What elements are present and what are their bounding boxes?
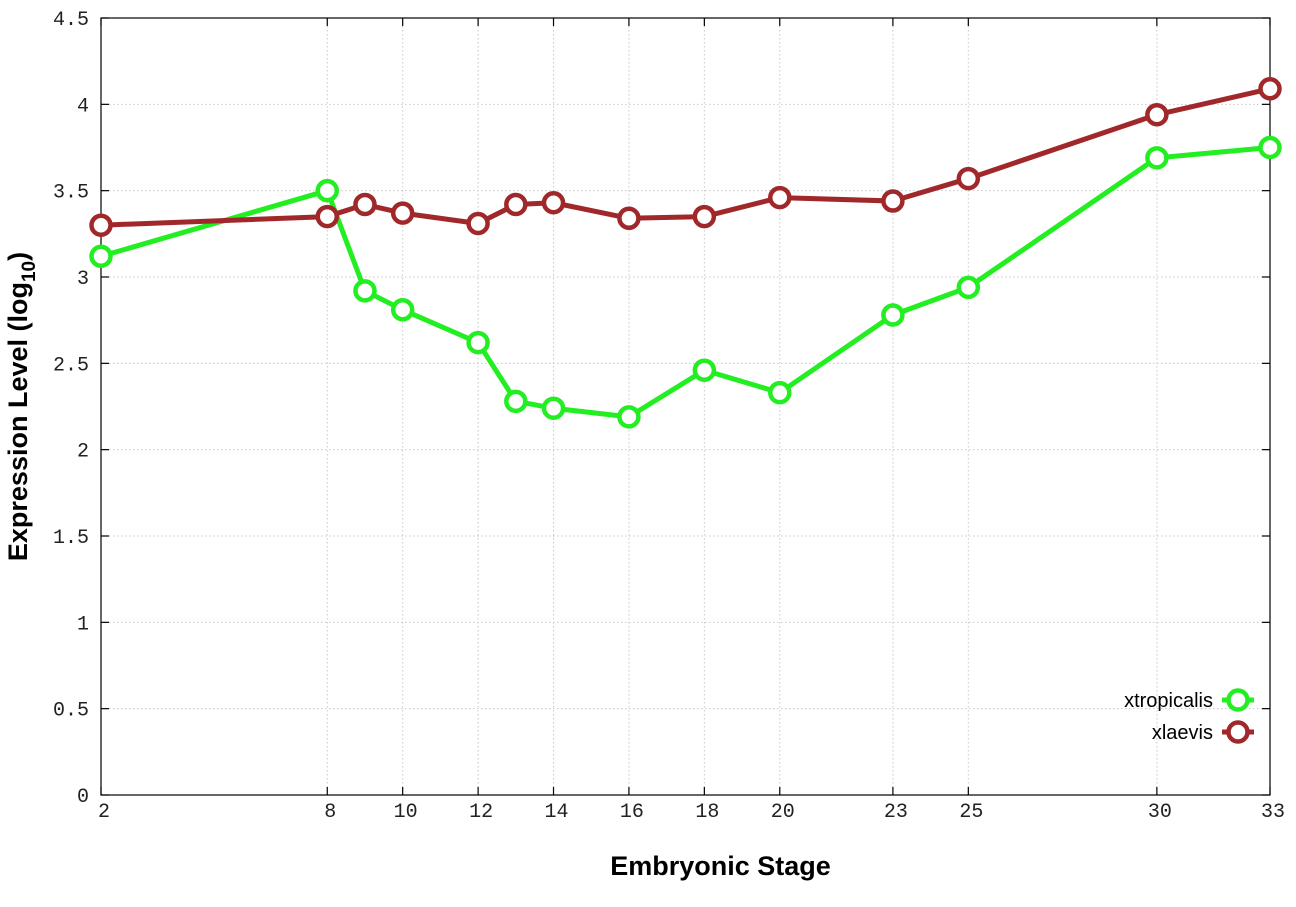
data-point-xtropicalis <box>1145 146 1169 170</box>
x-tick-label: 2 <box>98 801 110 824</box>
legend-label-xtropicalis: xtropicalis <box>1124 690 1213 712</box>
data-point-xtropicalis <box>692 358 717 382</box>
x-tick-label: 10 <box>394 801 418 824</box>
data-point-xtropicalis <box>466 330 490 355</box>
data-point-xtropicalis <box>956 275 981 300</box>
y-axis-title-close: ) <box>3 252 33 261</box>
data-point-xtropicalis <box>541 396 566 420</box>
x-tick-label: 12 <box>469 801 493 824</box>
y-tick-label: 0 <box>77 786 89 809</box>
grid <box>101 18 1270 795</box>
data-point-xlaevis <box>956 166 981 191</box>
data-point-xlaevis <box>390 201 415 225</box>
y-tick-label: 2 <box>77 441 89 464</box>
series-line-xtropicalis <box>100 145 1271 420</box>
y-axis-title-main: Expression Level (log <box>3 282 33 561</box>
x-tick-label: 30 <box>1148 801 1172 824</box>
data-point-xtropicalis <box>504 389 528 414</box>
data-point-xlaevis <box>881 189 905 213</box>
x-tick-label: 18 <box>695 801 719 824</box>
data-point-xtropicalis <box>89 244 113 269</box>
data-point-xlaevis <box>768 185 792 210</box>
series <box>89 77 1282 429</box>
data-point-xlaevis <box>89 213 113 237</box>
x-tick-label: 25 <box>959 801 983 824</box>
data-point-xlaevis <box>1258 77 1282 101</box>
y-tick-label: 1 <box>77 613 89 636</box>
y-tick-label: 1.5 <box>53 527 89 550</box>
x-tick-label: 23 <box>884 801 908 824</box>
data-point-xlaevis <box>353 192 377 217</box>
data-point-xlaevis <box>692 204 717 229</box>
x-tick-label: 16 <box>620 801 644 824</box>
legend-marker-xlaevis <box>1226 720 1250 744</box>
axes: 2 8 10 12 14 16 18 20 23 25 30 33 0 0.5 1 1.5 2 2.5 3 3.5 4 4… <box>53 9 1285 824</box>
plot-frame <box>100 17 1271 796</box>
y-axis-title-subscript: 10 <box>19 261 40 282</box>
data-point-xtropicalis <box>881 303 905 327</box>
data-point-xlaevis <box>1145 102 1169 127</box>
data-point-xtropicalis <box>768 380 792 405</box>
legend-label-xlaevis: xlaevis <box>1152 722 1213 744</box>
data-point-xlaevis <box>466 211 490 236</box>
x-axis-title: Embryonic Stage <box>610 851 831 881</box>
data-point-xlaevis <box>541 191 566 215</box>
data-point-xtropicalis <box>353 279 377 303</box>
y-axis-title: Expression Level (log10) <box>3 252 40 561</box>
data-point-xtropicalis <box>315 178 340 203</box>
data-point-xtropicalis <box>390 298 415 322</box>
legend: xtropicalis xlaevis <box>1124 688 1254 744</box>
y-tick-label: 2.5 <box>53 354 89 377</box>
x-tick-label: 33 <box>1261 801 1285 824</box>
y-tick-label: 3.5 <box>53 182 89 205</box>
x-tick-label: 8 <box>324 801 336 824</box>
data-point-xtropicalis <box>1258 135 1282 160</box>
y-tick-label: 3 <box>77 268 89 291</box>
x-tick-label: 14 <box>545 801 569 824</box>
data-point-xlaevis <box>504 192 528 217</box>
y-tick-label: 0.5 <box>53 700 89 723</box>
x-tick-label: 20 <box>771 801 795 824</box>
data-point-xlaevis <box>617 206 641 231</box>
data-point-xlaevis <box>315 204 340 229</box>
y-tick-label: 4.5 <box>53 9 89 32</box>
y-tick-label: 4 <box>77 95 89 118</box>
legend-marker-xtropicalis <box>1226 688 1250 712</box>
data-point-xtropicalis <box>617 405 641 429</box>
